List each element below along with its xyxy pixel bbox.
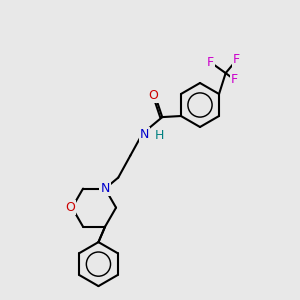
Text: F: F — [233, 53, 240, 66]
Text: F: F — [207, 56, 214, 69]
Text: N: N — [140, 128, 149, 141]
Text: O: O — [149, 89, 159, 102]
Text: O: O — [65, 201, 75, 214]
Text: F: F — [231, 73, 238, 86]
Text: N: N — [100, 182, 110, 195]
Text: H: H — [154, 129, 164, 142]
